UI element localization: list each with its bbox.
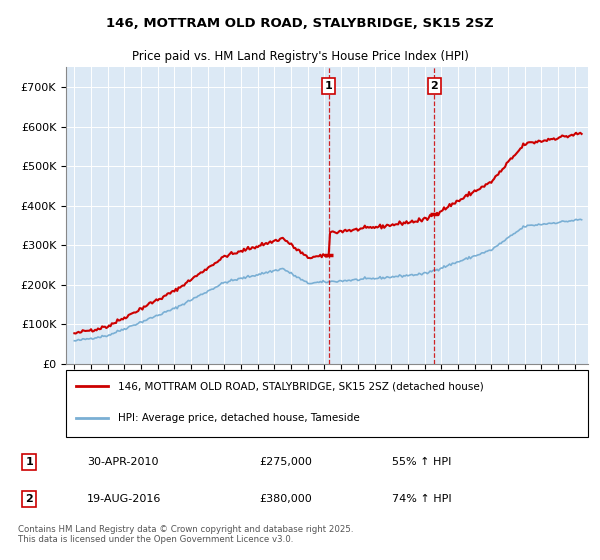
- FancyBboxPatch shape: [66, 370, 588, 437]
- Text: 19-AUG-2016: 19-AUG-2016: [87, 494, 161, 504]
- Text: 1: 1: [25, 457, 33, 467]
- Text: 30-APR-2010: 30-APR-2010: [87, 457, 158, 467]
- Text: HPI: Average price, detached house, Tameside: HPI: Average price, detached house, Tame…: [118, 413, 360, 423]
- Point: [104, 383, 112, 390]
- Point: [73, 383, 80, 390]
- Text: 146, MOTTRAM OLD ROAD, STALYBRIDGE, SK15 2SZ: 146, MOTTRAM OLD ROAD, STALYBRIDGE, SK15…: [106, 17, 494, 30]
- Text: Price paid vs. HM Land Registry's House Price Index (HPI): Price paid vs. HM Land Registry's House …: [131, 50, 469, 63]
- Text: 55% ↑ HPI: 55% ↑ HPI: [392, 457, 452, 467]
- Point: [104, 414, 112, 421]
- Text: 2: 2: [430, 81, 438, 91]
- Text: 146, MOTTRAM OLD ROAD, STALYBRIDGE, SK15 2SZ (detached house): 146, MOTTRAM OLD ROAD, STALYBRIDGE, SK15…: [118, 381, 484, 391]
- Text: 2: 2: [25, 494, 33, 504]
- Text: 1: 1: [325, 81, 332, 91]
- Text: £275,000: £275,000: [260, 457, 313, 467]
- Text: Contains HM Land Registry data © Crown copyright and database right 2025.
This d: Contains HM Land Registry data © Crown c…: [18, 525, 353, 544]
- Text: £380,000: £380,000: [260, 494, 313, 504]
- Text: 74% ↑ HPI: 74% ↑ HPI: [392, 494, 452, 504]
- Point: [73, 414, 80, 421]
